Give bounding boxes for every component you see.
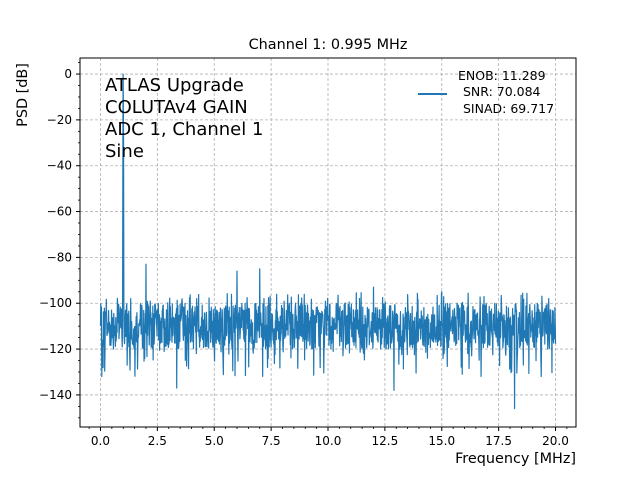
x-tick-label: 10.0 xyxy=(315,434,342,448)
annotation-line-3: ADC 1, Channel 1 xyxy=(105,119,263,140)
y-tick-label: −100 xyxy=(39,296,72,310)
x-tick-label: 7.5 xyxy=(262,434,281,448)
annotation-line-4: Sine xyxy=(105,141,144,162)
x-axis-ticks: 0.0 2.5 5.0 7.5 10.0 12.5 15.0 17.5 20.0 xyxy=(88,427,569,448)
annotation-line-1: ATLAS Upgrade xyxy=(105,75,244,96)
annotation-block: ATLAS Upgrade COLUTAv4 GAIN ADC 1, Chann… xyxy=(105,75,263,162)
y-axis-ticks: 0 −20 −40 −60 −80 −100 −120 −140 xyxy=(39,62,80,419)
x-tick-label: 0.0 xyxy=(91,434,110,448)
x-tick-label: 20.0 xyxy=(542,434,569,448)
psd-trace xyxy=(99,73,557,410)
y-tick-label: −40 xyxy=(47,159,72,173)
x-tick-label: 17.5 xyxy=(485,434,512,448)
x-axis-label: Frequency [MHz] xyxy=(455,451,576,467)
x-tick-label: 5.0 xyxy=(205,434,224,448)
legend-sinad: SINAD: 69.717 xyxy=(463,101,554,116)
y-axis-label: PSD [dB] xyxy=(15,63,31,127)
x-tick-label: 2.5 xyxy=(148,434,167,448)
y-tick-label: −20 xyxy=(47,113,72,127)
y-tick-label: 0 xyxy=(64,67,72,81)
y-tick-label: −120 xyxy=(39,342,72,356)
x-tick-label: 15.0 xyxy=(428,434,455,448)
annotation-line-2: COLUTAv4 GAIN xyxy=(105,97,248,118)
legend-snr: SNR: 70.084 xyxy=(463,84,541,99)
legend: ENOB: 11.289 SNR: 70.084 SINAD: 69.717 xyxy=(418,68,554,116)
y-tick-label: −60 xyxy=(47,205,72,219)
plot-series xyxy=(99,73,557,410)
x-tick-label: 12.5 xyxy=(372,434,399,448)
y-tick-label: −80 xyxy=(47,250,72,264)
y-tick-label: −140 xyxy=(39,388,72,402)
chart-title: Channel 1: 0.995 MHz xyxy=(249,37,408,53)
legend-enob: ENOB: 11.289 xyxy=(458,68,546,83)
